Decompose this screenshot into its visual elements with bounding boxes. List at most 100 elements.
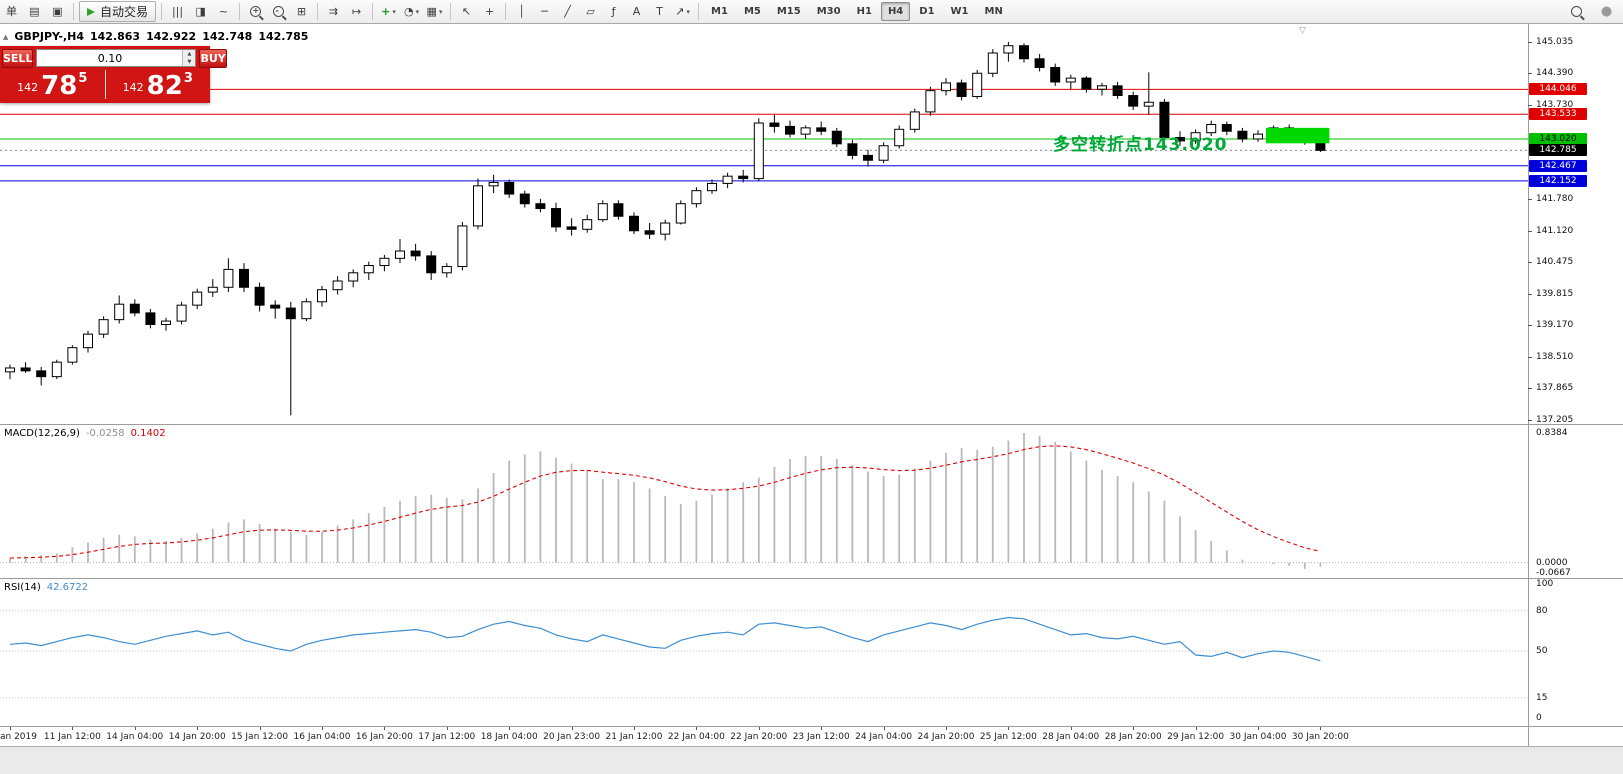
timeframe-w1[interactable]: W1 <box>950 6 969 17</box>
price-chart-canvas[interactable] <box>0 24 1528 426</box>
timeframe-m5[interactable]: M5 <box>743 6 761 17</box>
chart-shift-button[interactable]: ↦ <box>346 1 367 22</box>
chart-shift-marker-icon[interactable]: ▽ <box>1299 26 1306 36</box>
time-tick-mark <box>197 727 199 730</box>
volume-spinner[interactable]: ▲ ▼ <box>182 50 196 66</box>
fibonacci-button[interactable]: ƒ <box>603 1 624 22</box>
arrows-button[interactable]: ↗ ▾ <box>672 1 693 22</box>
price-tick-label: 141.780 <box>1536 193 1574 204</box>
chart-window-icon[interactable]: ▤ <box>24 1 45 22</box>
horizontal-line-button[interactable]: ─ <box>534 1 555 22</box>
buy-price-pips: 82 <box>146 71 183 101</box>
candlestick-button[interactable]: ◨ <box>190 1 211 22</box>
arrows-icon: ↗ <box>675 5 685 18</box>
dropdown-caret-icon: ▾ <box>415 7 420 16</box>
new-order-button[interactable]: 单 <box>1 1 22 22</box>
volume-down-button[interactable]: ▼ <box>183 58 196 66</box>
auto-scroll-button[interactable]: ⇉ <box>323 1 344 22</box>
rsi-value: 42.6722 <box>46 582 89 593</box>
price-tick-label: 144.390 <box>1536 67 1574 78</box>
crosshair-button[interactable]: + <box>479 1 500 22</box>
macd-panel-canvas[interactable] <box>0 425 1528 578</box>
panel-divider[interactable] <box>0 578 1623 579</box>
new-chart-button[interactable]: + ▾ <box>378 1 399 22</box>
period-button[interactable]: ◔ ▾ <box>401 1 422 22</box>
equidistant-channel-button[interactable]: ▱ <box>580 1 601 22</box>
macd-signal-value: 0.1402 <box>130 428 166 439</box>
vertical-line-button[interactable]: │ <box>511 1 532 22</box>
timeframe-m30[interactable]: M30 <box>816 6 841 17</box>
period-icon: ◔ <box>403 5 414 18</box>
sell-price[interactable]: 142 78 5 <box>0 68 105 101</box>
timeframe-m1[interactable]: M1 <box>711 6 728 17</box>
tile-windows-button[interactable]: ⊞ <box>291 1 312 22</box>
close-value: 142.785 <box>258 30 309 43</box>
toolbar: 单 ▤ ▣ 自动交易 ||| ◨ ~ + - ⊞ ⇉ ↦ + ▾ ◔ ▾ ▦ ▾ ↖ + │ ─ ╱ ▱ ƒ A T ↗ ▾ M1 M5 M… <box>0 0 1623 24</box>
sell-button[interactable]: SELL <box>2 48 34 68</box>
volume-up-button[interactable]: ▲ <box>183 50 196 58</box>
one-click-collapse-icon[interactable]: ▲ <box>3 32 9 41</box>
timeframe-m15[interactable]: M15 <box>776 6 801 17</box>
current-price-tag: 142.785 <box>1529 144 1587 157</box>
volume-input[interactable] <box>37 50 183 66</box>
trendline-button[interactable]: ╱ <box>557 1 578 22</box>
time-tick-label: 28 Jan 20:00 <box>1104 732 1162 742</box>
price-tick-mark <box>1528 104 1532 106</box>
low-value: 142.748 <box>202 30 253 43</box>
price-tick-mark <box>1528 230 1532 232</box>
time-tick-mark <box>72 727 74 730</box>
timeframe-h4[interactable]: H4 <box>880 2 911 21</box>
chart-annotation-text[interactable]: 多空转折点143.020 <box>1053 135 1228 155</box>
volume-field[interactable]: ▲ ▼ <box>36 49 197 67</box>
time-tick-label: 22 Jan 20:00 <box>730 732 788 742</box>
line-chart-button[interactable]: ~ <box>213 1 234 22</box>
turning-point-box[interactable] <box>1266 127 1330 144</box>
time-tick-mark <box>1133 727 1135 730</box>
template-icon: ▦ <box>426 5 437 18</box>
buy-button[interactable]: BUY <box>199 48 227 68</box>
toolbar-separator <box>698 3 700 20</box>
timeframe-mn[interactable]: MN <box>984 6 1003 17</box>
trendline-icon: ╱ <box>564 5 571 18</box>
time-tick-mark <box>1258 727 1259 730</box>
price-tick-label: 139.815 <box>1536 288 1574 299</box>
time-tick-label: 24 Jan 04:00 <box>855 732 913 742</box>
buy-price[interactable]: 142 82 3 <box>106 68 211 101</box>
price-level-tag: 142.152 <box>1529 174 1587 187</box>
search-icon <box>1571 6 1582 17</box>
time-tick-label: 23 Jan 12:00 <box>792 732 850 742</box>
zoom-out-button[interactable]: - <box>268 1 289 22</box>
panel-divider[interactable] <box>0 726 1623 727</box>
timeframe-h1[interactable]: H1 <box>856 6 872 17</box>
magnifier-icon: - <box>273 6 285 17</box>
zoom-in-button[interactable]: + <box>245 1 266 22</box>
rsi-panel-canvas[interactable] <box>0 579 1528 726</box>
dropdown-caret-icon: ▾ <box>438 7 443 16</box>
vertical-line-icon: │ <box>518 5 525 18</box>
panel-divider[interactable] <box>0 424 1623 425</box>
toolbar-separator <box>161 3 163 20</box>
price-level-tag: 143.533 <box>1529 108 1587 121</box>
template-button[interactable]: ▦ ▾ <box>424 1 445 22</box>
community-button[interactable]: ● <box>1596 1 1617 22</box>
auto-trading-button[interactable]: 自动交易 <box>79 1 157 22</box>
price-axis[interactable]: 145.035 144.390 143.730 141.780 141.120 140.4… <box>1528 0 1623 746</box>
dropdown-caret-icon: ▾ <box>686 7 690 16</box>
chart-window-icon: ▤ <box>29 5 40 18</box>
toolbar-separator <box>450 3 452 20</box>
text-button[interactable]: A <box>626 1 647 22</box>
time-tick-mark <box>696 727 698 730</box>
timeframe-d1[interactable]: D1 <box>919 6 935 17</box>
status-strip <box>0 746 1623 774</box>
text-label-button[interactable]: T <box>649 1 670 22</box>
profile-icon[interactable]: ▣ <box>47 1 68 22</box>
chart-info-line: ▲ GBPJPY-,H4 142.863 142.922 142.748 142… <box>3 30 308 43</box>
play-icon <box>87 7 95 16</box>
bar-chart-button[interactable]: ||| <box>167 1 188 22</box>
toolbar-separator <box>505 3 507 20</box>
time-axis[interactable]: 10 Jan 2019 11 Jan 12:00 14 Jan 04:00 14 Ja… <box>0 727 1528 746</box>
time-tick-mark <box>10 727 11 730</box>
search-button[interactable] <box>1566 1 1587 22</box>
cursor-button[interactable]: ↖ <box>456 1 477 22</box>
